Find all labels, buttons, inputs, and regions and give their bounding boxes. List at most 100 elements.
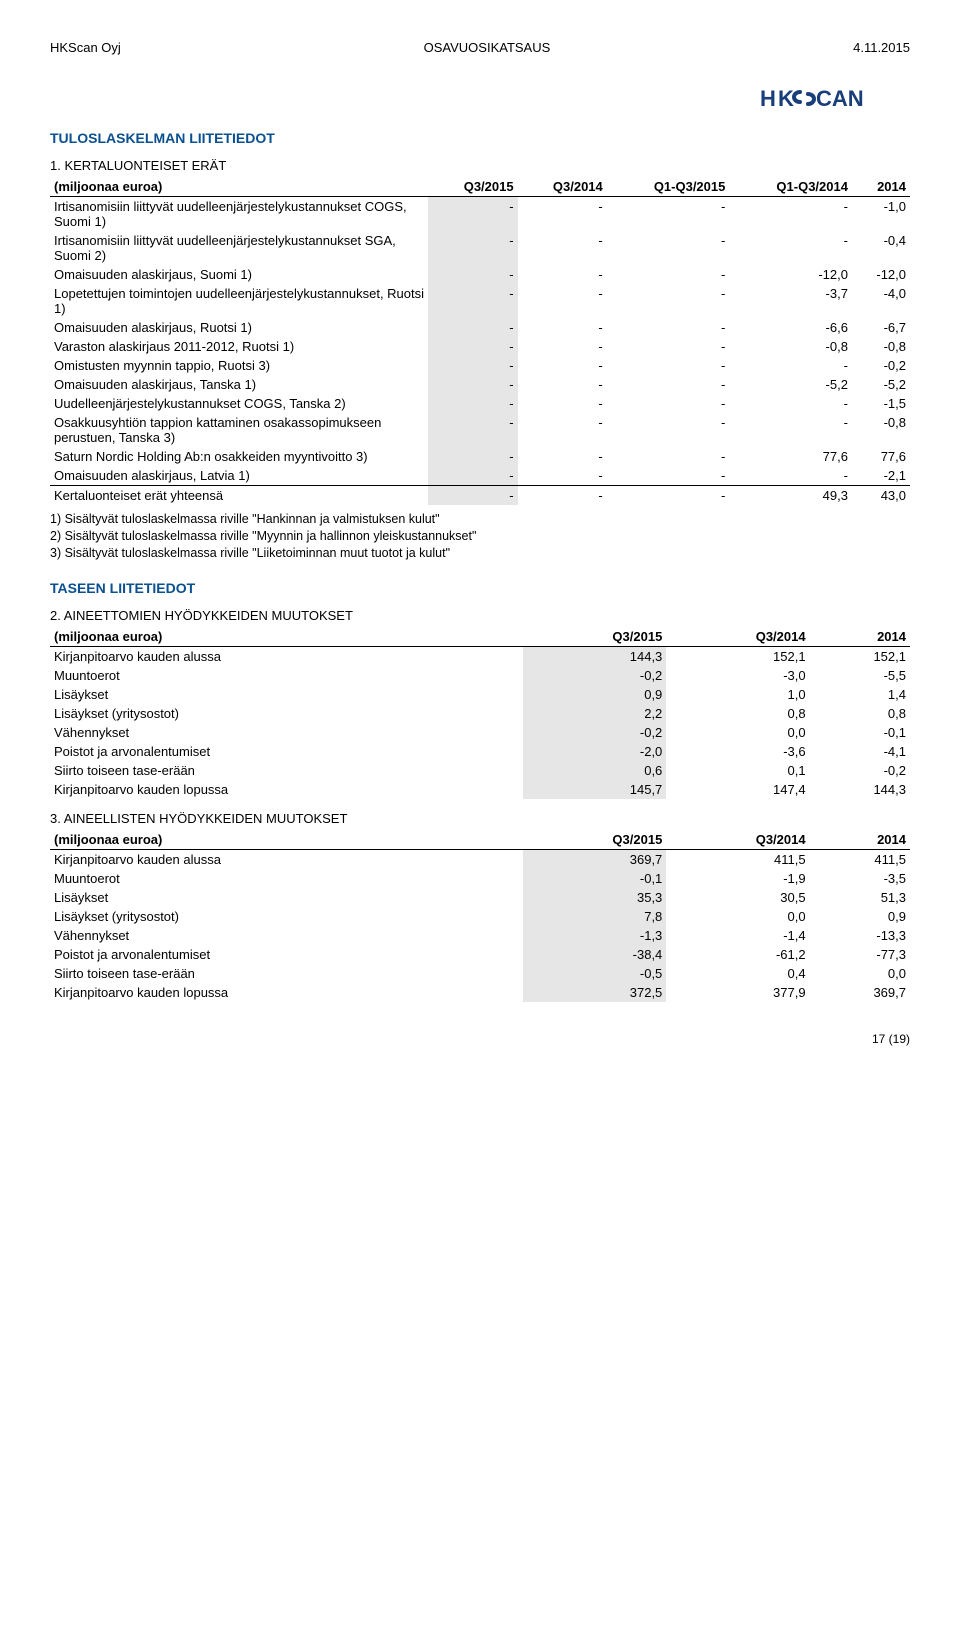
row-value: - (607, 375, 730, 394)
table-row: Siirto toiseen tase-erään-0,50,40,0 (50, 964, 910, 983)
row-value: - (607, 284, 730, 318)
table-aineettomat: (miljoonaa euroa) Q3/2015 Q3/2014 2014 K… (50, 627, 910, 799)
row-value: -1,4 (666, 926, 809, 945)
row-value: - (518, 318, 607, 337)
row-value: - (428, 318, 517, 337)
row-value: -2,0 (523, 742, 666, 761)
row-label: Muuntoerot (50, 869, 523, 888)
row-value: -0,5 (523, 964, 666, 983)
footnotes: 1) Sisältyvät tuloslaskelmassa riville "… (50, 511, 910, 562)
row-label: Saturn Nordic Holding Ab:n osakkeiden my… (50, 447, 428, 466)
table3-sub: 3. AINEELLISTEN HYÖDYKKEIDEN MUUTOKSET (50, 811, 910, 826)
row-value: - (729, 197, 852, 232)
row-value: 147,4 (666, 780, 809, 799)
row-value: - (518, 375, 607, 394)
table-kertaluonteiset: (miljoonaa euroa) Q3/2015 Q3/2014 Q1-Q3/… (50, 177, 910, 505)
row-value: 1,0 (666, 685, 809, 704)
table-row: Omaisuuden alaskirjaus, Tanska 1)----5,2… (50, 375, 910, 394)
table-row: Vähennykset-1,3-1,4-13,3 (50, 926, 910, 945)
row-label: Lisäykset (yritysostot) (50, 704, 523, 723)
row-value: -0,1 (810, 723, 910, 742)
row-value: -1,3 (523, 926, 666, 945)
row-value: 369,7 (810, 983, 910, 1002)
table-row: Kertaluonteiset erät yhteensä---49,343,0 (50, 486, 910, 506)
row-value: 0,1 (666, 761, 809, 780)
row-value: 144,3 (523, 646, 666, 666)
row-value: 77,6 (852, 447, 910, 466)
row-label: Irtisanomisiin liittyvät uudelleenjärjes… (50, 197, 428, 232)
table-row: Irtisanomisiin liittyvät uudelleenjärjes… (50, 197, 910, 232)
row-label: Vähennykset (50, 926, 523, 945)
row-value: 0,8 (810, 704, 910, 723)
table-row: Uudelleenjärjestelykustannukset COGS, Ta… (50, 394, 910, 413)
row-value: - (428, 231, 517, 265)
row-value: -2,1 (852, 466, 910, 486)
table3-header-row: (miljoonaa euroa) Q3/2015 Q3/2014 2014 (50, 830, 910, 850)
row-value: 411,5 (810, 849, 910, 869)
row-value: 49,3 (729, 486, 852, 506)
row-value: 372,5 (523, 983, 666, 1002)
row-label: Omaisuuden alaskirjaus, Ruotsi 1) (50, 318, 428, 337)
table-row: Lopetettujen toimintojen uudelleenjärjes… (50, 284, 910, 318)
table-row: Kirjanpitoarvo kauden alussa369,7411,541… (50, 849, 910, 869)
row-value: -0,2 (852, 356, 910, 375)
row-value: -1,9 (666, 869, 809, 888)
table1-header-row: (miljoonaa euroa) Q3/2015 Q3/2014 Q1-Q3/… (50, 177, 910, 197)
table-row: Kirjanpitoarvo kauden lopussa145,7147,41… (50, 780, 910, 799)
row-value: - (428, 413, 517, 447)
row-value: 0,0 (810, 964, 910, 983)
row-label: Poistot ja arvonalentumiset (50, 742, 523, 761)
row-label: Varaston alaskirjaus 2011-2012, Ruotsi 1… (50, 337, 428, 356)
row-label: Uudelleenjärjestelykustannukset COGS, Ta… (50, 394, 428, 413)
row-label: Lisäykset (yritysostot) (50, 907, 523, 926)
row-value: 145,7 (523, 780, 666, 799)
row-label: Kirjanpitoarvo kauden alussa (50, 849, 523, 869)
row-value: - (518, 197, 607, 232)
footnote-2: 2) Sisältyvät tuloslaskelmassa riville "… (50, 528, 910, 545)
row-value: - (729, 413, 852, 447)
row-value: - (518, 413, 607, 447)
row-label: Kirjanpitoarvo kauden lopussa (50, 983, 523, 1002)
row-label: Omaisuuden alaskirjaus, Suomi 1) (50, 265, 428, 284)
row-value: - (607, 197, 730, 232)
row-value: 377,9 (666, 983, 809, 1002)
table-row: Muuntoerot-0,2-3,0-5,5 (50, 666, 910, 685)
row-value: -0,2 (523, 723, 666, 742)
row-value: - (607, 231, 730, 265)
row-value: 369,7 (523, 849, 666, 869)
table1-col-4: 2014 (852, 177, 910, 197)
table-row: Siirto toiseen tase-erään0,60,1-0,2 (50, 761, 910, 780)
table2-head-label: (miljoonaa euroa) (50, 627, 523, 647)
row-value: 411,5 (666, 849, 809, 869)
row-value: - (729, 231, 852, 265)
row-value: -77,3 (810, 945, 910, 964)
row-value: 0,4 (666, 964, 809, 983)
table1-col-1: Q3/2014 (518, 177, 607, 197)
row-label: Kertaluonteiset erät yhteensä (50, 486, 428, 506)
table1-col-2: Q1-Q3/2015 (607, 177, 730, 197)
row-value: -5,2 (852, 375, 910, 394)
row-label: Omistusten myynnin tappio, Ruotsi 3) (50, 356, 428, 375)
row-value: -61,2 (666, 945, 809, 964)
table-row: Lisäykset (yritysostot)7,80,00,9 (50, 907, 910, 926)
row-value: -1,0 (852, 197, 910, 232)
row-value: - (607, 265, 730, 284)
row-value: - (518, 265, 607, 284)
row-label: Muuntoerot (50, 666, 523, 685)
row-value: -12,0 (729, 265, 852, 284)
table2-col-1: Q3/2014 (666, 627, 809, 647)
row-value: 0,6 (523, 761, 666, 780)
row-value: 1,4 (810, 685, 910, 704)
table-row: Lisäykset0,91,01,4 (50, 685, 910, 704)
row-label: Vähennykset (50, 723, 523, 742)
row-value: -0,8 (852, 413, 910, 447)
row-value: -0,2 (523, 666, 666, 685)
row-value: -0,4 (852, 231, 910, 265)
row-label: Osakkuusyhtiön tappion kattaminen osakas… (50, 413, 428, 447)
row-value: -5,2 (729, 375, 852, 394)
row-value: - (428, 394, 517, 413)
table-row: Vähennykset-0,20,0-0,1 (50, 723, 910, 742)
table3-head-label: (miljoonaa euroa) (50, 830, 523, 850)
table-row: Poistot ja arvonalentumiset-38,4-61,2-77… (50, 945, 910, 964)
row-value: -3,6 (666, 742, 809, 761)
